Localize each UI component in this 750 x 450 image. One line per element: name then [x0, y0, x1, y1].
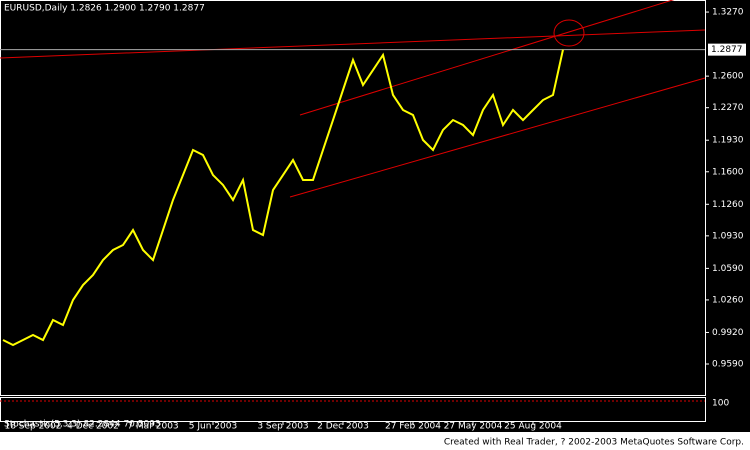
indicator-tick-label: 100 — [712, 399, 729, 409]
x-tick-label: 27 May 2004 — [444, 422, 503, 432]
highlight-circle — [553, 19, 585, 47]
x-tick-label: 2 Dec 2003 — [317, 422, 369, 432]
y-tick-label: 1.2600 — [712, 72, 744, 82]
y-tick-label: 0.9920 — [712, 328, 744, 338]
last-price-box — [708, 43, 746, 56]
x-tick-label: 5 Jun 2003 — [189, 422, 237, 432]
y-tick-label: 1.0260 — [712, 295, 744, 305]
y-tick-label: 1.1930 — [712, 136, 744, 146]
chart-title: EURUSD,Daily 1.2826 1.2900 1.2790 1.2877 — [4, 4, 205, 14]
x-tick-label: 7 Mar 2003 — [127, 422, 178, 432]
trend-line — [289, 77, 706, 198]
footer-bar — [0, 432, 750, 450]
x-tick-label: 25 Aug 2004 — [504, 422, 562, 432]
y-tick-label: 1.2270 — [712, 103, 744, 113]
main-frame — [0, 0, 706, 396]
trend-line — [0, 29, 706, 59]
y-tick-label: 1.1260 — [712, 200, 744, 210]
last-price-label: 1.2877 — [711, 45, 743, 55]
y-tick-label: 1.0930 — [712, 231, 744, 241]
y-tick-label: 0.9590 — [712, 360, 744, 370]
x-tick-label: 18 Sep 2002 — [4, 422, 61, 432]
x-tick-label: 27 Feb 2004 — [385, 422, 441, 432]
background — [0, 0, 750, 432]
y-tick-label: 1.3270 — [712, 8, 744, 18]
footer: Created with Real Trader, ? 2002-2003 Me… — [444, 438, 744, 448]
y-tick-label: 1.1600 — [712, 167, 744, 177]
trend-line — [299, 0, 675, 116]
y-tick-label: 1.0590 — [712, 264, 744, 274]
indicator-frame — [0, 397, 706, 422]
indicator-label: Stochastic(5,3,3) 82.2844 70.5093 — [4, 420, 161, 430]
x-tick-label: 4 Dec 2002 — [67, 422, 119, 432]
price-line — [2, 49, 564, 347]
x-tick-label: 3 Sep 2003 — [257, 422, 308, 432]
